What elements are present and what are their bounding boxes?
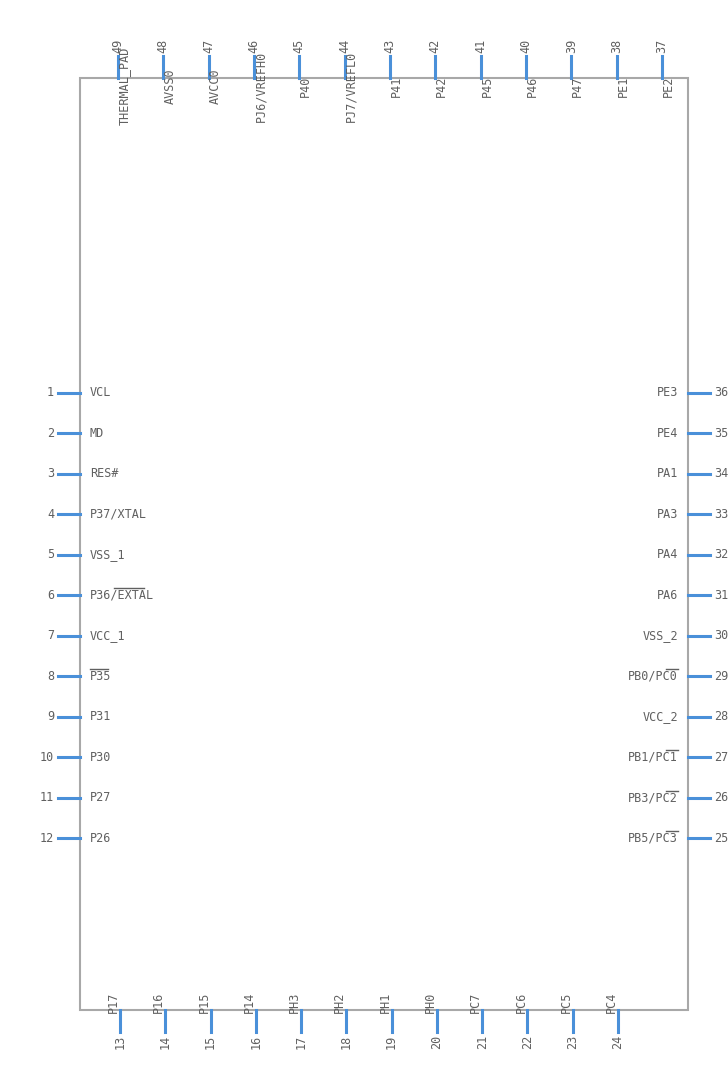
Text: MD: MD [90, 426, 104, 440]
Text: 12: 12 [40, 831, 54, 844]
Text: 37: 37 [655, 39, 668, 53]
Text: P46: P46 [526, 75, 539, 97]
Text: 20: 20 [430, 1035, 443, 1049]
Text: PB5/PC3: PB5/PC3 [628, 831, 678, 844]
Text: P31: P31 [90, 710, 111, 724]
Text: 2: 2 [47, 426, 54, 440]
Text: 4: 4 [47, 508, 54, 521]
Text: P35: P35 [90, 670, 111, 682]
Text: P14: P14 [243, 991, 256, 1013]
Text: 48: 48 [157, 39, 170, 53]
Text: 9: 9 [47, 710, 54, 724]
Text: 8: 8 [47, 670, 54, 682]
Text: 34: 34 [714, 468, 728, 481]
Text: PB3/PC2: PB3/PC2 [628, 791, 678, 804]
Text: PC7: PC7 [469, 991, 482, 1013]
Text: PH0: PH0 [424, 991, 437, 1013]
Text: PH2: PH2 [333, 991, 347, 1013]
Text: 18: 18 [340, 1035, 353, 1049]
Text: P17: P17 [107, 991, 120, 1013]
Text: RES#: RES# [90, 468, 119, 481]
Text: 7: 7 [47, 629, 54, 642]
Text: 14: 14 [159, 1035, 172, 1049]
Text: 47: 47 [202, 39, 215, 53]
Text: PJ6/VREFH0: PJ6/VREFH0 [254, 50, 267, 122]
Text: 26: 26 [714, 791, 728, 804]
Text: P40: P40 [299, 75, 312, 97]
Bar [80, 78, 688, 1010]
Text: 11: 11 [40, 791, 54, 804]
Text: PE3: PE3 [657, 386, 678, 399]
Text: 35: 35 [714, 426, 728, 440]
Text: 22: 22 [521, 1035, 534, 1049]
Text: P37/XTAL: P37/XTAL [90, 508, 147, 521]
Text: PA1: PA1 [657, 468, 678, 481]
Text: PC5: PC5 [560, 991, 573, 1013]
Text: PH1: PH1 [379, 991, 392, 1013]
Text: 24: 24 [612, 1035, 625, 1049]
Text: PH3: PH3 [288, 991, 301, 1013]
Text: VCC_1: VCC_1 [90, 629, 126, 642]
Text: PA3: PA3 [657, 508, 678, 521]
Text: 3: 3 [47, 468, 54, 481]
Text: PB1/PC1: PB1/PC1 [628, 751, 678, 764]
Text: 42: 42 [429, 39, 442, 53]
Text: P42: P42 [435, 75, 448, 97]
Text: 5: 5 [47, 548, 54, 561]
Text: 36: 36 [714, 386, 728, 399]
Text: 27: 27 [714, 751, 728, 764]
Text: P47: P47 [571, 75, 585, 97]
Text: THERMAL_PAD: THERMAL_PAD [118, 47, 131, 125]
Text: 19: 19 [385, 1035, 398, 1049]
Text: P16: P16 [152, 991, 165, 1013]
Text: 43: 43 [384, 39, 397, 53]
Text: PE2: PE2 [662, 75, 675, 97]
Text: 15: 15 [204, 1035, 217, 1049]
Text: VSS_2: VSS_2 [642, 629, 678, 642]
Text: 33: 33 [714, 508, 728, 521]
Text: 28: 28 [714, 710, 728, 724]
Text: P15: P15 [197, 991, 210, 1013]
Text: PJ7/VREFL0: PJ7/VREFL0 [344, 50, 357, 122]
Text: 41: 41 [474, 39, 487, 53]
Text: 46: 46 [248, 39, 261, 53]
Text: 38: 38 [610, 39, 623, 53]
Text: 30: 30 [714, 629, 728, 642]
Text: P45: P45 [480, 75, 494, 97]
Text: P26: P26 [90, 831, 111, 844]
Text: 31: 31 [714, 589, 728, 602]
Text: 21: 21 [475, 1035, 488, 1049]
Text: 6: 6 [47, 589, 54, 602]
Text: 32: 32 [714, 548, 728, 561]
Text: PC4: PC4 [605, 991, 618, 1013]
Text: P41: P41 [390, 75, 403, 97]
Text: 29: 29 [714, 670, 728, 682]
Text: 10: 10 [40, 751, 54, 764]
Text: AVCC0: AVCC0 [209, 69, 221, 103]
Text: P36/EXTAL: P36/EXTAL [90, 589, 154, 602]
Text: 17: 17 [295, 1035, 308, 1049]
Text: 25: 25 [714, 831, 728, 844]
Text: P27: P27 [90, 791, 111, 804]
Text: VCC_2: VCC_2 [642, 710, 678, 724]
Text: AVSS0: AVSS0 [163, 69, 176, 103]
Text: PB0/PC0: PB0/PC0 [628, 670, 678, 682]
Text: 40: 40 [520, 39, 532, 53]
Text: PE1: PE1 [617, 75, 630, 97]
Text: 13: 13 [114, 1035, 127, 1049]
Text: 45: 45 [293, 39, 306, 53]
Text: VSS_1: VSS_1 [90, 548, 126, 561]
Text: PA4: PA4 [657, 548, 678, 561]
Text: 44: 44 [339, 39, 351, 53]
Text: PE4: PE4 [657, 426, 678, 440]
Text: 16: 16 [249, 1035, 262, 1049]
Text: 49: 49 [111, 39, 124, 53]
Text: 39: 39 [565, 39, 578, 53]
Text: 23: 23 [566, 1035, 579, 1049]
Text: VCL: VCL [90, 386, 111, 399]
Text: PA6: PA6 [657, 589, 678, 602]
Text: P30: P30 [90, 751, 111, 764]
Text: PC6: PC6 [515, 991, 528, 1013]
Text: 1: 1 [47, 386, 54, 399]
